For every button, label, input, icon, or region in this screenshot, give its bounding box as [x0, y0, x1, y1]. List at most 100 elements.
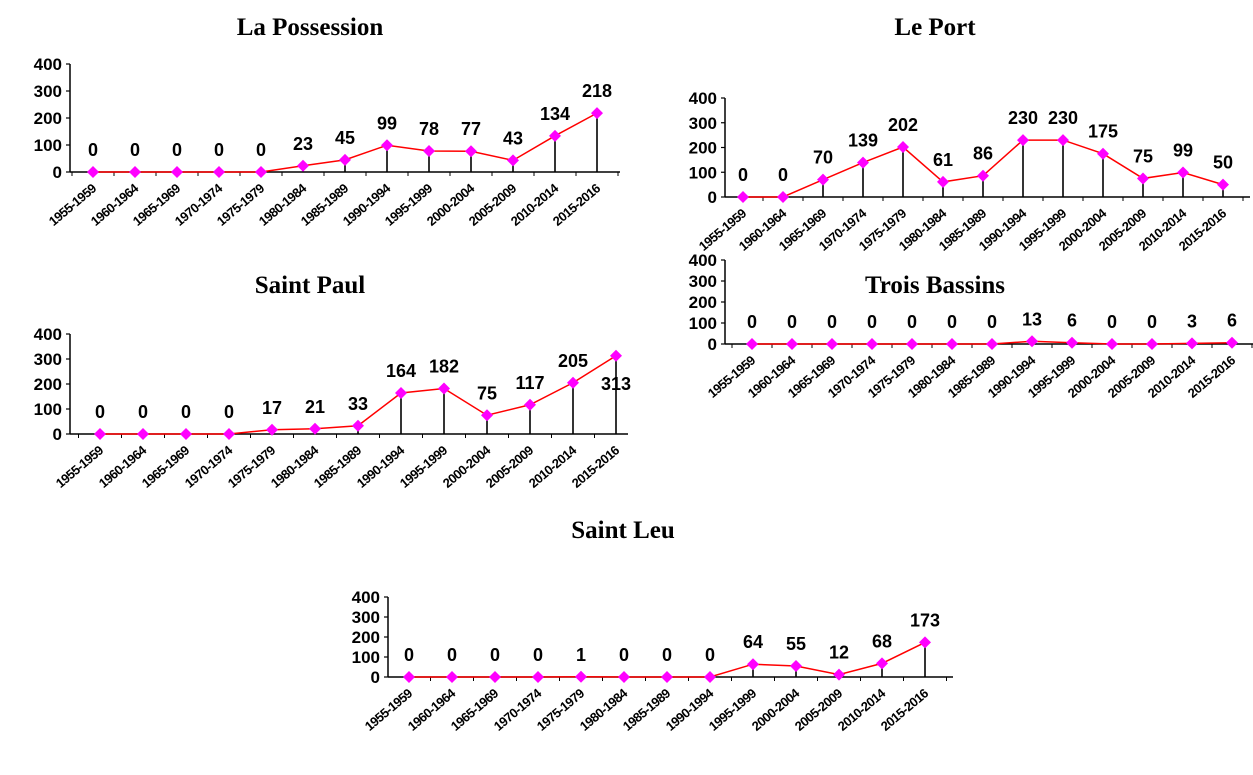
data-label: 173 [910, 610, 940, 630]
data-point [747, 658, 759, 671]
data-point [137, 428, 149, 440]
plot-area: 01002003004001955-19591960-19641965-1969… [34, 325, 631, 491]
data-point [438, 382, 450, 395]
data-point [977, 169, 989, 182]
y-tick-label: 300 [34, 82, 62, 101]
data-label: 1 [576, 645, 586, 665]
y-tick-label: 200 [352, 628, 380, 647]
data-point [857, 156, 869, 169]
data-point [524, 398, 536, 411]
data-point [876, 657, 888, 670]
data-label: 230 [1008, 108, 1038, 128]
data-label: 0 [747, 312, 757, 332]
data-point [129, 166, 141, 178]
data-point [610, 349, 622, 362]
y-tick-label: 100 [689, 314, 717, 333]
data-point [180, 428, 192, 440]
data-label: 0 [172, 140, 182, 160]
y-tick-label: 100 [34, 136, 62, 155]
data-point [171, 166, 183, 178]
data-label: 0 [987, 312, 997, 332]
data-point [1017, 134, 1029, 147]
data-point [906, 338, 918, 350]
data-point [866, 338, 878, 350]
data-label: 17 [262, 398, 282, 418]
data-label: 6 [1227, 311, 1237, 331]
data-label: 99 [377, 113, 397, 133]
y-tick-label: 0 [53, 163, 62, 182]
data-label: 68 [872, 631, 892, 651]
data-label: 0 [705, 645, 715, 665]
y-tick-label: 0 [708, 335, 717, 354]
x-category-label: 2015-2016 [878, 686, 931, 734]
data-label: 0 [778, 165, 788, 185]
y-tick-label: 400 [34, 325, 62, 344]
chart-la-possession: La Possession 0 100 200 300 400 1955-1959 1960… [0, 0, 625, 285]
data-label: 21 [305, 397, 325, 417]
y-tick-label: 0 [53, 425, 62, 444]
data-point [618, 671, 630, 683]
data-point [986, 338, 998, 350]
data-label: 75 [477, 383, 497, 403]
y-tick-label: 400 [352, 588, 380, 607]
chart-saint-leu: Saint Leu 0 100 200 300 400 1955-1959 1960-196… [313, 515, 953, 775]
data-label: 313 [601, 374, 631, 394]
data-label: 0 [787, 312, 797, 332]
data-label: 0 [181, 402, 191, 422]
x-category-label: 2015-2016 [569, 443, 622, 491]
data-point [309, 422, 321, 435]
data-point [395, 387, 407, 399]
data-label: 0 [907, 312, 917, 332]
data-label: 99 [1173, 140, 1193, 160]
data-point [532, 671, 544, 683]
data-point [1066, 336, 1078, 349]
data-point [746, 338, 758, 350]
plot-area: 01002003004001955-19591960-19641965-1969… [689, 89, 1250, 254]
data-point [255, 166, 267, 178]
data-point [481, 409, 493, 422]
y-tick-label: 400 [34, 55, 62, 74]
data-point [661, 671, 673, 683]
data-label: 0 [88, 140, 98, 160]
chart-saint-paul: Saint Paul 0 100 200 300 400 1955-1959 1960-19… [0, 270, 631, 525]
data-point [1177, 166, 1189, 179]
data-label: 43 [503, 128, 523, 148]
data-point [446, 671, 458, 683]
data-label: 0 [447, 645, 457, 665]
y-tick-label: 200 [689, 293, 717, 312]
data-label: 202 [888, 115, 918, 135]
y-tick-label: 300 [352, 608, 380, 627]
data-point [833, 668, 845, 681]
data-point [704, 671, 716, 683]
data-point [223, 428, 235, 440]
data-label: 33 [348, 394, 368, 414]
data-point [94, 428, 106, 440]
y-tick-label: 300 [689, 114, 717, 133]
data-point [339, 153, 351, 166]
y-tick-label: 400 [689, 251, 717, 270]
data-point [826, 338, 838, 350]
data-label: 0 [947, 312, 957, 332]
data-point [403, 671, 415, 683]
data-label: 0 [130, 140, 140, 160]
data-point [919, 636, 931, 649]
data-label: 164 [386, 361, 416, 381]
data-label: 55 [786, 634, 806, 654]
chart-title: Trois Bassins [864, 272, 1006, 299]
data-point [1106, 338, 1118, 350]
data-point [946, 338, 958, 350]
data-label: 12 [829, 643, 849, 663]
data-point [1097, 147, 1109, 160]
x-category-label: 2015-2016 [550, 181, 603, 229]
data-point [1217, 178, 1229, 191]
data-label: 230 [1048, 108, 1078, 128]
data-label: 50 [1213, 153, 1233, 173]
data-point [465, 145, 477, 158]
data-label: 182 [429, 357, 459, 377]
data-point [1146, 338, 1158, 350]
data-point [297, 159, 309, 172]
data-point [1186, 337, 1198, 350]
data-label: 0 [827, 312, 837, 332]
data-point [489, 671, 501, 683]
data-label: 0 [738, 165, 748, 185]
